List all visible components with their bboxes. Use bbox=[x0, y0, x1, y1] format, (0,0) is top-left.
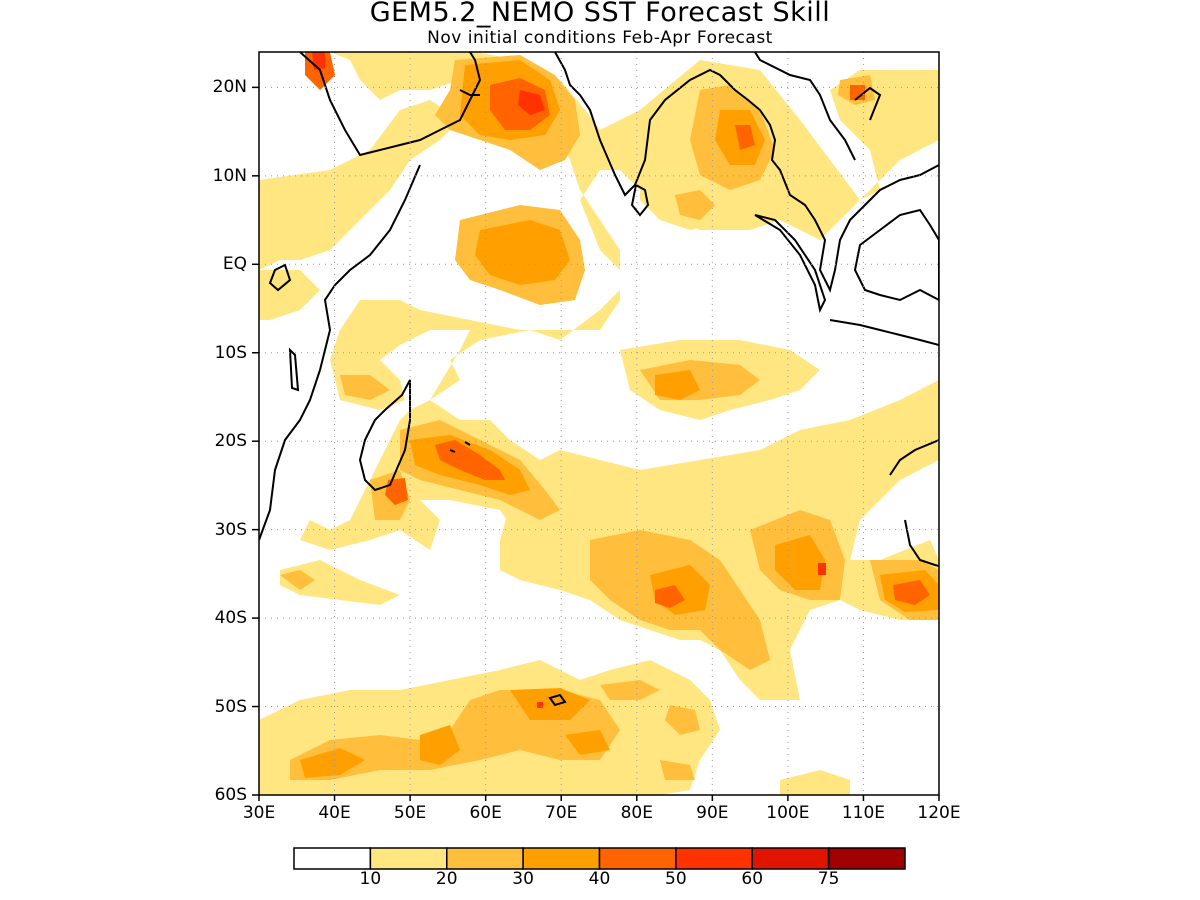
colorbar-swatch bbox=[751, 847, 830, 870]
y-tick-label: 20N bbox=[212, 77, 247, 98]
x-tick-label: 70E bbox=[545, 803, 578, 823]
colorbar-label: 50 bbox=[665, 869, 687, 889]
y-tick-label: 10S bbox=[214, 342, 247, 363]
colorbar-label: 10 bbox=[359, 869, 382, 889]
map-frame bbox=[258, 51, 940, 796]
x-tick-label: 40E bbox=[318, 803, 351, 823]
colorbar-label: 30 bbox=[512, 869, 534, 889]
colorbar-label: 20 bbox=[435, 869, 458, 889]
coastlines bbox=[259, 52, 939, 707]
colorbar-swatch bbox=[598, 847, 677, 870]
y-tick-label: 50S bbox=[214, 696, 247, 717]
x-tick-label: 100E bbox=[766, 803, 810, 823]
colorbar-swatch bbox=[522, 847, 601, 870]
y-tick-label: 40S bbox=[214, 608, 247, 629]
x-tick-label: 30E bbox=[242, 803, 276, 823]
colorbar-swatch bbox=[369, 847, 448, 870]
colorbar-swatch bbox=[827, 847, 906, 870]
colorbar-swatch bbox=[293, 847, 372, 870]
x-tick-label: 110E bbox=[841, 803, 886, 823]
axis-ticks bbox=[252, 86, 940, 801]
colorbar-label: 75 bbox=[817, 869, 840, 889]
colorbar-swatch bbox=[446, 847, 524, 870]
x-tick-label: 90E bbox=[696, 803, 729, 823]
skill-contours bbox=[259, 52, 939, 795]
x-tick-label: 120E bbox=[917, 803, 961, 823]
x-tick-label: 60E bbox=[469, 803, 502, 823]
y-tick-label: 10N bbox=[212, 165, 247, 186]
chart-subtitle: Nov initial conditions Feb-Apr Forecast bbox=[427, 28, 773, 48]
x-tick-label: 50E bbox=[393, 803, 427, 823]
y-tick-label: 20S bbox=[214, 431, 247, 452]
colorbar bbox=[293, 847, 906, 870]
colorbar-label: 60 bbox=[741, 869, 764, 889]
y-tick-label: 60S bbox=[214, 785, 247, 805]
y-tick-label: EQ bbox=[222, 254, 247, 275]
skill-level-10-20 bbox=[259, 52, 939, 795]
colorbar-label: 40 bbox=[588, 869, 611, 889]
x-tick-label: 80E bbox=[620, 803, 653, 823]
chart-title: GEM5.2_NEMO SST Forecast Skill bbox=[369, 0, 831, 28]
colorbar-swatch bbox=[675, 847, 753, 870]
y-tick-label: 30S bbox=[214, 519, 247, 540]
